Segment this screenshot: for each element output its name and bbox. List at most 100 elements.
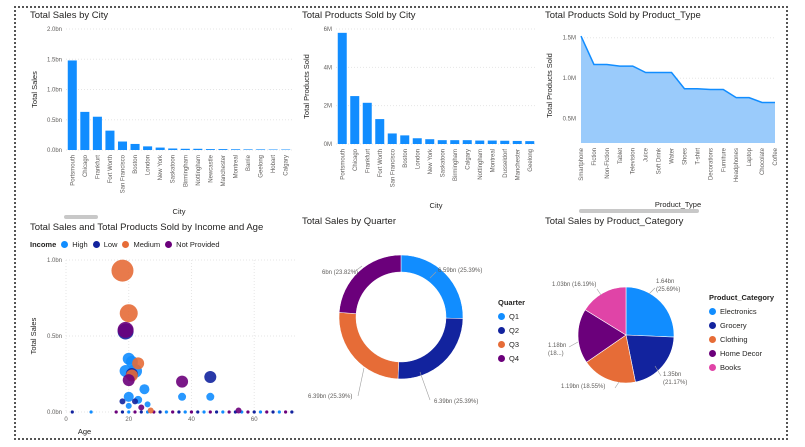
bar xyxy=(450,140,460,144)
bar xyxy=(387,133,397,144)
horizontal-scrollbar[interactable] xyxy=(579,209,699,213)
legend-label-low[interactable]: Low xyxy=(103,240,118,249)
y-tick-label: 2M xyxy=(324,104,332,110)
legend-item-q1[interactable]: Q1 xyxy=(498,312,525,321)
legend-item-electronics[interactable]: Electronics xyxy=(709,307,774,316)
x-tick-label: Portsmouth xyxy=(340,149,346,180)
scatter-point xyxy=(125,402,132,409)
leader-line xyxy=(596,288,602,296)
bar xyxy=(193,148,203,150)
visual-products-sold-by-type[interactable]: Total Products Sold by Product_Type 0.5M… xyxy=(545,10,785,215)
bar xyxy=(243,149,253,150)
bar xyxy=(143,146,153,150)
donut-slice xyxy=(400,254,464,319)
bar xyxy=(218,149,228,150)
visual-products-sold-by-city[interactable]: Total Products Sold by City 0M 2M 4M 6M Port… xyxy=(302,10,538,210)
legend-label-high[interactable]: High xyxy=(72,240,88,249)
legend-item-q4[interactable]: Q4 xyxy=(498,354,525,363)
bar xyxy=(512,140,522,144)
x-tick-label: Tablet xyxy=(618,148,624,164)
bar xyxy=(230,149,241,150)
legend-item-clothing[interactable]: Clothing xyxy=(709,335,774,344)
legend-label-not-provided[interactable]: Not Provided xyxy=(176,240,220,249)
legend-item-books[interactable]: Books xyxy=(709,363,774,372)
y-tick-label: 6M xyxy=(324,27,332,33)
bar xyxy=(425,139,435,144)
visual-sales-income-age[interactable]: Total Sales and Total Products Sold by I… xyxy=(30,222,298,438)
legend-item-grocery[interactable]: Grocery xyxy=(709,321,774,330)
x-tick-label: Frankfurt xyxy=(95,155,101,179)
x-axis-label: Product_Type xyxy=(655,200,701,209)
bar xyxy=(80,111,90,150)
x-tick-label: Coffee xyxy=(773,147,779,165)
x-tick-label: Dusseldorf xyxy=(503,149,509,178)
scatter-point xyxy=(139,384,150,395)
visual-sales-by-quarter[interactable]: Total Sales by Quarter 6.59bn (25.39%) 6.… xyxy=(302,216,538,436)
x-tick-label: Decorations xyxy=(708,148,714,180)
bar xyxy=(168,148,178,150)
x-tick-label: Smartphone xyxy=(579,147,585,180)
x-tick-label: Chicago xyxy=(83,154,89,177)
pie-slice xyxy=(625,286,675,338)
y-tick-label: 1.0bn xyxy=(47,258,62,264)
visual-sales-by-category[interactable]: Total Sales by Product_Category 1.64bn (2… xyxy=(545,216,785,436)
bar xyxy=(67,60,77,150)
x-tick-label: 20 xyxy=(125,417,132,423)
bar xyxy=(130,143,140,150)
data-label: 1.64bn xyxy=(656,279,674,285)
y-axis-label: Total Products Sold xyxy=(545,53,554,118)
x-tick-label: Furniture xyxy=(721,147,727,172)
scatter-point xyxy=(176,375,189,388)
bar xyxy=(105,130,115,150)
x-tick-label: 40 xyxy=(188,417,195,423)
scatter-point xyxy=(208,410,212,414)
legend-label-medium[interactable]: Medium xyxy=(133,240,161,249)
horizontal-scrollbar[interactable] xyxy=(64,215,98,219)
leader-line xyxy=(568,341,579,348)
x-tick-label: Hobart xyxy=(271,155,277,173)
legend-label: Q4 xyxy=(509,354,520,363)
legend-label: Q2 xyxy=(509,326,520,335)
legend-marker xyxy=(498,313,505,320)
x-tick-label: Nottingham xyxy=(478,149,484,180)
legend-label: Q3 xyxy=(509,340,520,349)
scatter-point xyxy=(70,410,74,414)
scatter-point xyxy=(206,392,215,401)
legend-label: Electronics xyxy=(720,307,757,316)
bar xyxy=(525,141,535,144)
x-axis-label: Age xyxy=(78,427,91,436)
data-label: 1.03bn (16.19%) xyxy=(552,282,596,288)
y-tick-label: 1.0M xyxy=(563,76,576,82)
y-tick-label: 1.0bn xyxy=(47,88,62,94)
category-legend: Product_Category Electronics Grocery Clo… xyxy=(709,293,774,377)
leader-line xyxy=(353,265,363,273)
visual-sales-by-city[interactable]: Total Sales by City 0.0bn 0.5bn 1.0bn 1.5bn… xyxy=(30,10,294,220)
legend-marker xyxy=(709,364,716,371)
x-tick-label: Geelong xyxy=(259,155,265,178)
scatter-point xyxy=(265,410,269,414)
legend-item-q2[interactable]: Q2 xyxy=(498,326,525,335)
legend-marker xyxy=(709,350,716,357)
x-tick-label: New York xyxy=(158,154,164,180)
scatter-chart: 0.0bn 0.5bn 1.0bn 0 20 40 60 Age Total Sales xyxy=(30,258,295,436)
scatter-point xyxy=(235,407,242,414)
scatter-point xyxy=(214,410,219,414)
legend-marker-not-provided xyxy=(165,241,173,248)
bar xyxy=(362,102,372,144)
x-tick-label: Newcastle xyxy=(208,154,214,182)
pie-slice xyxy=(584,286,627,336)
scatter-point xyxy=(133,410,137,414)
leader-line xyxy=(357,367,365,397)
legend-item-q3[interactable]: Q3 xyxy=(498,340,525,349)
leader-line xyxy=(614,381,620,389)
x-tick-label: Chicago xyxy=(353,148,359,171)
bar xyxy=(475,140,485,144)
x-axis-label: City xyxy=(173,207,186,216)
leader-line xyxy=(654,365,662,377)
scatter-point xyxy=(202,410,206,414)
legend-item-home-decor[interactable]: Home Decor xyxy=(709,349,774,358)
leader-line xyxy=(648,287,656,295)
scatter-point xyxy=(171,410,175,414)
x-tick-label: Manchester xyxy=(515,149,521,180)
area-line xyxy=(580,35,775,104)
